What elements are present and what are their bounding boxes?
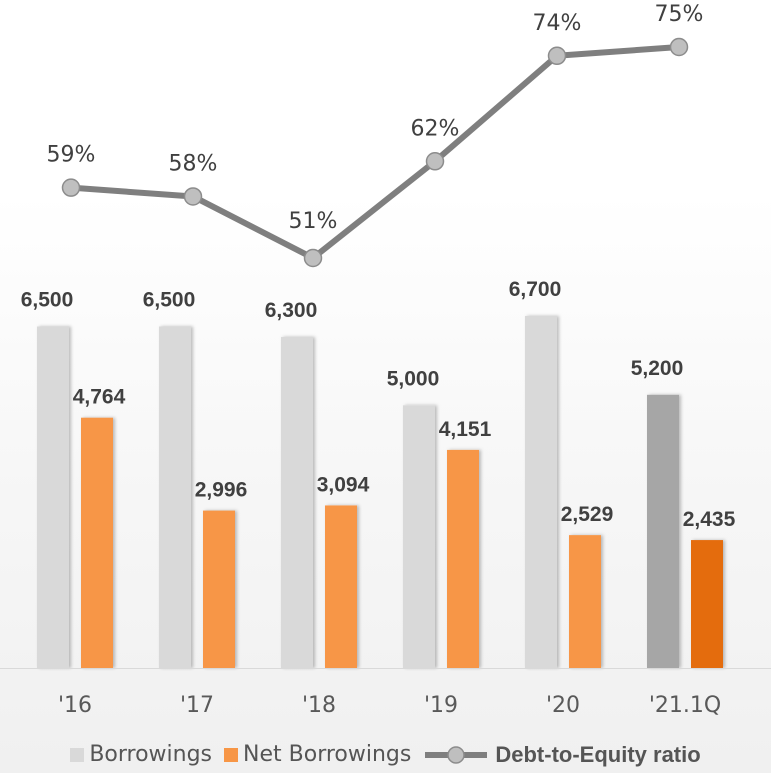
label-ratio-1: 58%	[169, 151, 218, 176]
ratio-point-2	[303, 248, 323, 268]
label-borrowings-1: 6,500	[143, 289, 196, 312]
label-borrowings-2: 6,300	[265, 299, 318, 322]
legend-item-net-borrowings: Net Borrowings	[224, 742, 411, 767]
bar-borrowings-4	[525, 316, 557, 668]
labels-layer: 6,500 4,764 6,500 2,996 6,300 3,094 5,000 4,151…	[21, 2, 736, 531]
label-ratio-4: 74%	[533, 11, 582, 36]
bar-borrowings-1	[159, 326, 191, 668]
label-ratio-0: 59%	[47, 143, 96, 168]
label-ratio-2: 51%	[289, 209, 338, 234]
label-net-borrowings-0: 4,764	[73, 386, 126, 409]
x-tick-0: '16	[58, 693, 92, 718]
bar-net-borrowings-0	[81, 417, 113, 668]
ratio-point-0	[61, 178, 81, 197]
legend: Borrowings Net Borrowings Debt-to-Equity…	[0, 736, 771, 773]
legend-line-marker-icon	[425, 745, 488, 764]
ratio-point-5	[669, 37, 689, 57]
line-layer	[61, 37, 689, 268]
label-net-borrowings-3: 4,151	[439, 418, 492, 441]
legend-label-ratio: Debt-to-Equity ratio	[495, 741, 701, 767]
bar-borrowings-2	[281, 337, 313, 668]
x-tick-1: '17	[180, 693, 214, 718]
label-net-borrowings-4: 2,529	[561, 503, 614, 526]
label-net-borrowings-1: 2,996	[195, 479, 248, 502]
bar-borrowings-5	[647, 394, 679, 668]
x-tick-2: '18	[302, 693, 336, 718]
bars-layer	[37, 316, 723, 668]
x-tick-4: '20	[546, 693, 580, 718]
legend-label-net-borrowings: Net Borrowings	[243, 742, 412, 767]
legend-item-borrowings: Borrowings	[70, 742, 212, 767]
label-ratio-3: 62%	[411, 116, 460, 141]
bar-borrowings-3	[403, 405, 435, 668]
label-ratio-5: 75%	[655, 2, 704, 27]
x-tick-3: '19	[424, 693, 458, 718]
legend-swatch-net-borrowings	[224, 747, 239, 762]
bar-borrowings-0	[37, 326, 69, 668]
label-borrowings-5: 5,200	[631, 357, 684, 380]
ratio-point-1	[183, 187, 203, 206]
label-borrowings-3: 5,000	[387, 367, 440, 390]
bar-net-borrowings-1	[203, 510, 235, 668]
ratio-point-4	[547, 46, 567, 66]
label-borrowings-0: 6,500	[21, 289, 74, 312]
x-tick-5: '21.1Q	[649, 693, 721, 718]
label-net-borrowings-2: 3,094	[317, 473, 370, 496]
label-borrowings-4: 6,700	[509, 278, 562, 301]
ratio-line	[70, 44, 680, 261]
bar-net-borrowings-5	[691, 540, 723, 668]
bar-net-borrowings-4	[569, 535, 601, 668]
label-net-borrowings-5: 2,435	[683, 508, 736, 531]
bar-net-borrowings-2	[325, 505, 357, 668]
bar-net-borrowings-3	[447, 449, 479, 668]
legend-swatch-borrowings	[70, 747, 85, 762]
x-axis-labels: '16 '17 '18 '19 '20 '21.1Q	[58, 693, 721, 718]
legend-label-borrowings: Borrowings	[89, 742, 213, 767]
ratio-point-3	[425, 152, 445, 171]
legend-item-ratio: Debt-to-Equity ratio	[423, 741, 701, 768]
